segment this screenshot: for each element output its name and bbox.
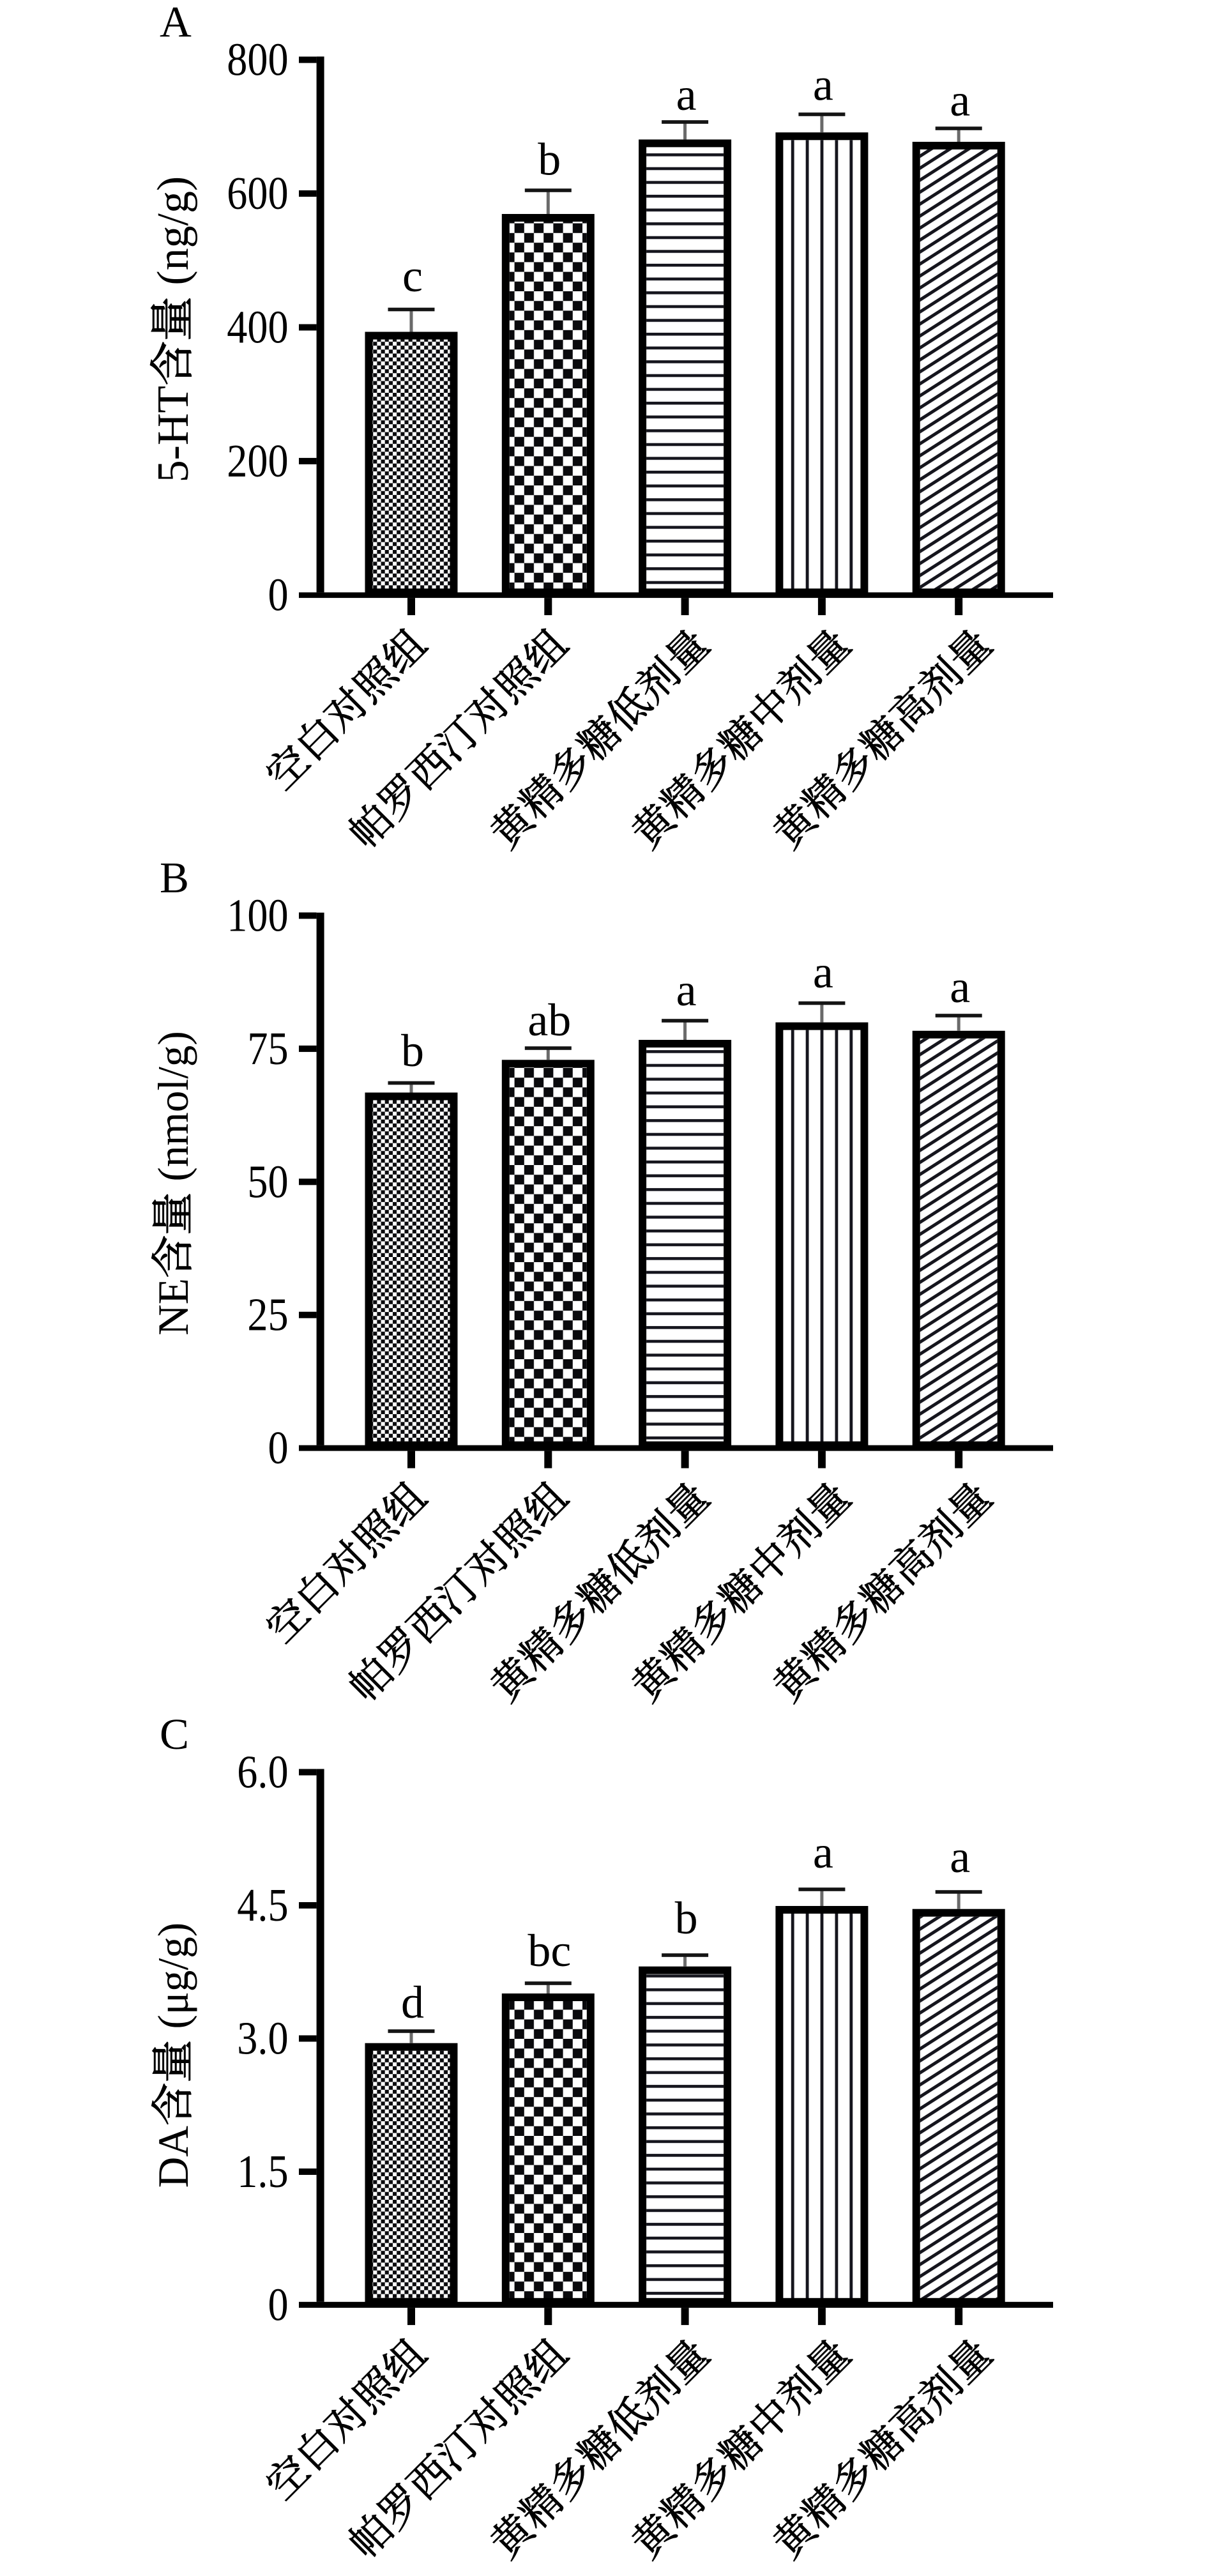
svg-text:50: 50: [247, 1156, 288, 1208]
svg-text:800: 800: [227, 34, 288, 86]
svg-text:(ng/g): (ng/g): [149, 176, 198, 296]
svg-text:a: a: [813, 1827, 833, 1878]
svg-text:c: c: [402, 250, 423, 301]
svg-text:ab: ab: [528, 995, 571, 1046]
svg-text:b: b: [401, 1025, 424, 1076]
svg-text:C: C: [160, 1710, 189, 1758]
svg-text:200: 200: [227, 435, 288, 487]
svg-text:a: a: [950, 75, 970, 126]
svg-text:(μg/g): (μg/g): [149, 1923, 197, 2040]
svg-text:a: a: [950, 961, 970, 1012]
svg-text:1.5: 1.5: [237, 2145, 288, 2197]
svg-text:DA: DA: [149, 2126, 197, 2188]
svg-text:4.5: 4.5: [237, 1879, 288, 1931]
svg-text:400: 400: [227, 301, 288, 353]
svg-text:a: a: [813, 59, 833, 111]
svg-text:0: 0: [268, 569, 288, 621]
svg-text:A: A: [160, 0, 192, 46]
svg-text:a: a: [676, 964, 697, 1016]
svg-text:100: 100: [227, 890, 288, 941]
svg-text:0: 0: [268, 1422, 288, 1474]
svg-text:3.0: 3.0: [237, 2013, 288, 2064]
svg-text:d: d: [401, 1977, 424, 2028]
svg-text:(nmol/g): (nmol/g): [149, 1031, 197, 1192]
svg-text:0: 0: [268, 2279, 288, 2331]
svg-text:75: 75: [247, 1023, 288, 1074]
svg-text:6.0: 6.0: [237, 1746, 288, 1798]
svg-text:bc: bc: [528, 1925, 571, 1976]
svg-text:NE: NE: [149, 1278, 197, 1336]
svg-text:a: a: [813, 947, 833, 998]
svg-text:600: 600: [227, 167, 288, 219]
svg-text:5-HT: 5-HT: [149, 386, 198, 482]
svg-text:a: a: [676, 69, 697, 120]
svg-text:B: B: [160, 853, 189, 902]
svg-text:25: 25: [247, 1289, 288, 1341]
svg-text:b: b: [538, 134, 561, 185]
svg-text:b: b: [675, 1893, 698, 1944]
svg-text:a: a: [950, 1831, 970, 1882]
